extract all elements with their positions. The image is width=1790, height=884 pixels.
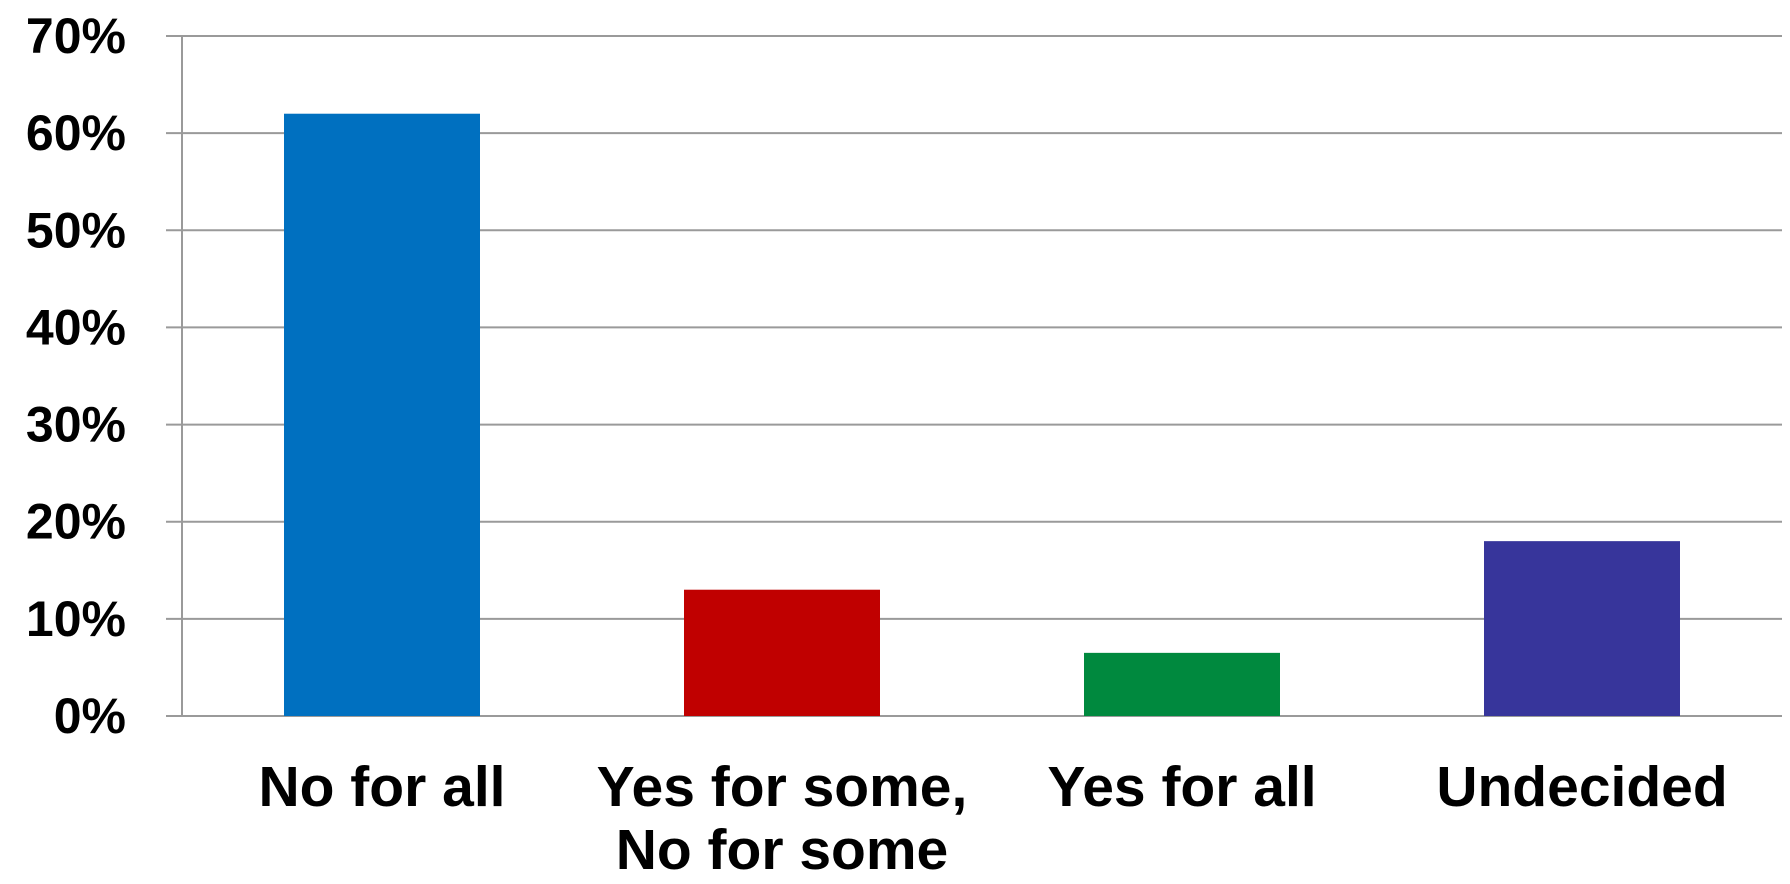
x-category-label: Yes for all <box>1047 755 1316 819</box>
y-tick-label: 0% <box>54 688 126 744</box>
y-tick-label: 10% <box>26 591 126 647</box>
y-tick-label: 30% <box>26 397 126 453</box>
bar <box>284 113 480 716</box>
y-tick-label: 40% <box>26 299 126 355</box>
y-tick-label: 20% <box>26 494 126 550</box>
y-tick-label: 70% <box>26 8 126 64</box>
y-tick-label: 60% <box>26 105 126 161</box>
bar <box>1084 652 1280 716</box>
x-axis-category-labels: No for all Yes for some,No for some Yes fo… <box>258 755 1727 882</box>
x-category-label: No for all <box>258 755 505 819</box>
x-category-label: Yes for some, <box>597 755 968 819</box>
bar <box>684 589 880 716</box>
y-tick-label: 50% <box>26 202 126 258</box>
x-category-label: Undecided <box>1436 755 1727 819</box>
x-category-label: No for some <box>616 818 949 882</box>
bars <box>284 113 1680 716</box>
y-axis-tick-labels: 0% 10% 20% 30% 40% 50% 60% 70% <box>26 8 126 744</box>
bar <box>1484 541 1680 716</box>
